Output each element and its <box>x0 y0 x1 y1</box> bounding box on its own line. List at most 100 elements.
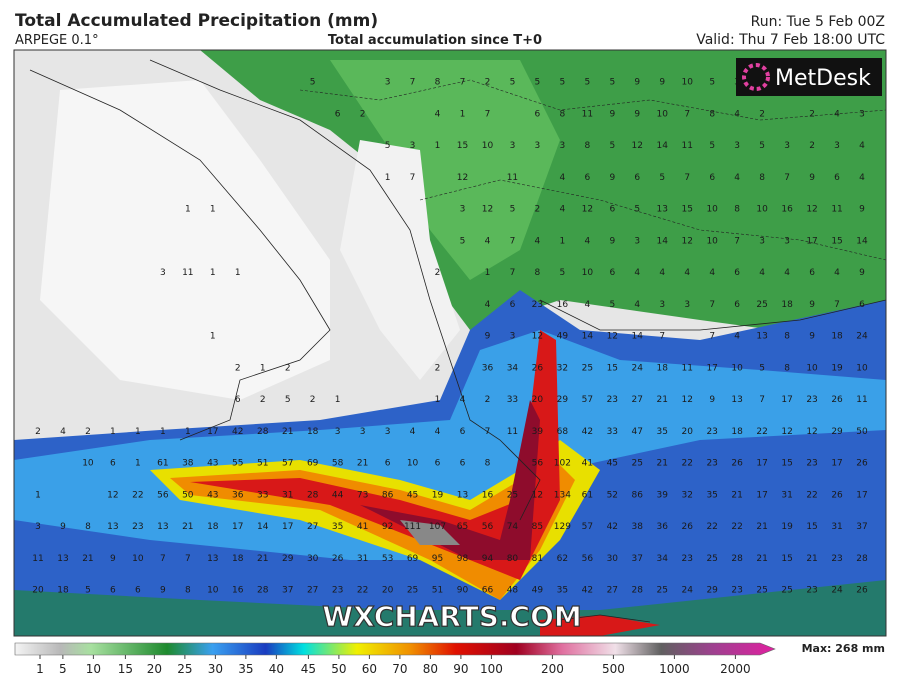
grid-value: 43 <box>207 459 218 469</box>
grid-value: 4 <box>485 236 491 246</box>
grid-value: 8 <box>784 363 790 373</box>
grid-value: 1 <box>160 427 166 437</box>
grid-value: 1 <box>485 268 491 278</box>
grid-value: 21 <box>282 427 293 437</box>
grid-value: 13 <box>57 554 68 564</box>
grid-value: 37 <box>632 554 643 564</box>
grid-value: 129 <box>554 522 571 532</box>
grid-value: 39 <box>657 490 669 500</box>
grid-value: 18 <box>781 300 793 310</box>
grid-value: 8 <box>784 332 790 342</box>
grid-value: 21 <box>731 490 742 500</box>
grid-value: 3 <box>859 109 865 119</box>
grid-value: 62 <box>557 554 568 564</box>
grid-value: 4 <box>834 268 840 278</box>
grid-value: 4 <box>684 268 690 278</box>
colorbar <box>14 642 776 656</box>
colorbar-label: 70 <box>392 662 407 676</box>
grid-value: 4 <box>560 173 566 183</box>
grid-value: 21 <box>257 554 268 564</box>
grid-value: 6 <box>859 300 865 310</box>
grid-value: 3 <box>535 141 541 151</box>
grid-value: 3 <box>335 427 341 437</box>
grid-value: 6 <box>709 173 715 183</box>
grid-value: 15 <box>781 459 792 469</box>
grid-value: 3 <box>510 332 516 342</box>
grid-value: 5 <box>609 300 615 310</box>
grid-value: 9 <box>859 268 865 278</box>
grid-value: 4 <box>584 236 590 246</box>
grid-value: 13 <box>731 395 742 405</box>
grid-value: 36 <box>482 363 494 373</box>
grid-value: 6 <box>584 173 590 183</box>
grid-value: 2 <box>809 109 815 119</box>
grid-value: 6 <box>235 395 241 405</box>
grid-value: 85 <box>532 522 543 532</box>
grid-value: 21 <box>806 554 817 564</box>
model: ARPEGE 0.1° <box>15 33 99 48</box>
grid-value: 5 <box>560 268 566 278</box>
grid-value: 86 <box>382 490 394 500</box>
grid-value: 3 <box>360 427 366 437</box>
colorbar-label: 20 <box>147 662 162 676</box>
grid-value: 1 <box>135 459 141 469</box>
grid-value: 1 <box>210 268 216 278</box>
grid-value: 24 <box>856 332 868 342</box>
grid-value: 2 <box>260 395 266 405</box>
grid-value: 23 <box>831 554 842 564</box>
grid-value: 61 <box>582 490 593 500</box>
grid-value: 4 <box>634 300 640 310</box>
colorbar-label: 40 <box>269 662 284 676</box>
grid-value: 26 <box>681 522 693 532</box>
border <box>299 79 886 121</box>
grid-value: 16 <box>557 300 569 310</box>
grid-value: 11 <box>831 205 842 215</box>
grid-value: 65 <box>457 522 468 532</box>
grid-value: 58 <box>332 459 344 469</box>
grid-value: 7 <box>759 395 765 405</box>
grid-value: 1 <box>110 427 116 437</box>
grid-value: 12 <box>806 427 817 437</box>
grid-value: 11 <box>32 554 43 564</box>
grid-value: 7 <box>485 427 491 437</box>
grid-value: 7 <box>460 78 466 88</box>
grid-value: 4 <box>435 109 441 119</box>
grid-value: 10 <box>582 268 594 278</box>
colorbar-label: 35 <box>238 662 253 676</box>
colorbar-label: 5 <box>59 662 67 676</box>
grid-value: 25 <box>756 586 767 596</box>
grid-value: 56 <box>532 459 544 469</box>
grid-value: 3 <box>734 141 740 151</box>
grid-value: 27 <box>307 522 318 532</box>
logo-text: MetDesk <box>775 66 871 91</box>
grid-value: 22 <box>806 490 817 500</box>
grid-value: 2 <box>360 109 366 119</box>
grid-value: 30 <box>607 554 619 564</box>
grid-value: 11 <box>681 363 692 373</box>
grid-value: 2 <box>235 363 241 373</box>
grid-value: 6 <box>435 459 441 469</box>
grid-value: 2 <box>435 363 441 373</box>
colorbar-label: 90 <box>453 662 468 676</box>
grid-value: 24 <box>681 586 693 596</box>
grid-value: 18 <box>232 554 244 564</box>
grid-value: 20 <box>382 586 394 596</box>
coastline-italy <box>29 69 331 441</box>
grid-value: 1 <box>335 395 341 405</box>
grid-value: 6 <box>110 459 116 469</box>
grid-value: 26 <box>532 363 544 373</box>
grid-value: 2 <box>435 268 441 278</box>
grid-value: 95 <box>432 554 443 564</box>
grid-value: 4 <box>734 173 740 183</box>
grid-value: 3 <box>410 141 416 151</box>
grid-value: 6 <box>535 109 541 119</box>
grid-value: 6 <box>510 300 516 310</box>
grid-value: 38 <box>632 522 644 532</box>
grid-value: 15 <box>681 205 692 215</box>
dark-red-core <box>360 400 540 560</box>
grid-value: 8 <box>185 586 191 596</box>
grid-value: 1 <box>210 205 216 215</box>
grid-value: 34 <box>507 363 519 373</box>
grid-value: 7 <box>485 109 491 119</box>
grid-value: 29 <box>706 586 718 596</box>
